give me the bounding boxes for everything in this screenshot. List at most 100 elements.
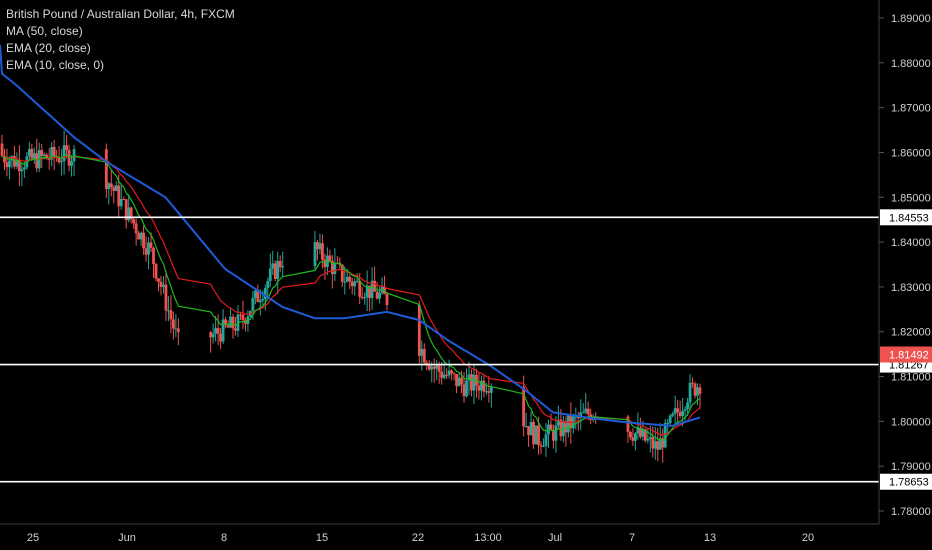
candle-body (676, 408, 680, 413)
indicator-ma50-label[interactable]: MA (50, close) (6, 24, 83, 38)
y-tick-label: 1.85000 (891, 192, 931, 204)
candle-body (524, 426, 528, 428)
candle-body (127, 207, 131, 221)
candle-body (32, 153, 36, 159)
candle-body (465, 380, 468, 397)
candle-body (30, 148, 34, 159)
current-price-label: 1.81492 (889, 349, 929, 361)
chart-title: British Pound / Australian Dollar, 4h, F… (6, 7, 235, 21)
x-tick-label: 13:00 (474, 532, 502, 544)
candle-body (318, 243, 322, 250)
candle-body (467, 374, 471, 381)
candle-body (22, 167, 26, 170)
ma50-line (0, 44, 701, 427)
candle-body (219, 333, 222, 342)
candle-body (256, 290, 260, 303)
candle-body (363, 297, 367, 299)
candle-body (462, 384, 466, 397)
candle-body (229, 316, 232, 328)
current-price-tag (880, 346, 932, 363)
candle-body (437, 365, 441, 372)
candle-body (693, 383, 697, 396)
candle-body (365, 285, 369, 298)
candle-body (549, 424, 553, 430)
candle-body (258, 300, 262, 303)
candle-body (144, 248, 148, 255)
candle-body (552, 429, 555, 441)
candle-body (60, 161, 64, 163)
candle-body (445, 374, 449, 376)
candle-body (557, 419, 560, 426)
indicator-ema10-label[interactable]: EMA (10, close, 0) (6, 58, 105, 72)
candle-body (276, 260, 280, 280)
candle-body (564, 421, 568, 433)
candle-body (691, 382, 694, 384)
candle-body (477, 385, 481, 391)
candle-body (544, 434, 548, 446)
candle-body (142, 232, 145, 249)
y-tick-label: 1.86000 (891, 147, 931, 159)
y-tick-label: 1.80000 (891, 416, 931, 428)
candle-body (375, 291, 379, 299)
candle-body (234, 328, 237, 331)
candle-body (656, 441, 660, 450)
candle-body (348, 276, 352, 282)
x-tick-label: 7 (629, 532, 635, 544)
candle-body (109, 183, 113, 188)
candle-body (422, 348, 426, 363)
candle-body (345, 276, 349, 282)
level-price-label: 1.78653 (889, 477, 929, 489)
y-tick-label: 1.78000 (891, 506, 931, 518)
indicator-lines (0, 44, 701, 442)
candle-body (216, 328, 220, 334)
candle-body (537, 425, 540, 446)
candle-body (671, 413, 675, 416)
candle-body (112, 187, 116, 191)
candle-body (0, 143, 4, 156)
level-price-tag (880, 473, 932, 490)
candle-body (643, 429, 647, 441)
candle-body (154, 264, 158, 279)
candle-body (529, 421, 533, 436)
candle-body (470, 374, 473, 391)
candle-body (139, 232, 143, 240)
y-tick-label: 1.84000 (891, 237, 931, 249)
candle-body (368, 285, 372, 299)
chart-legend: British Pound / Australian Dollar, 4h, F… (6, 6, 235, 74)
candle-body (566, 415, 570, 433)
indicator-ema20-label[interactable]: EMA (20, close) (6, 41, 91, 55)
candle-body (450, 370, 454, 374)
candle-body (134, 223, 138, 234)
candle-body (482, 380, 486, 392)
candle-body (688, 382, 692, 403)
candle-body (698, 387, 702, 394)
candle-body (629, 432, 632, 438)
candle-body (65, 145, 68, 150)
candle-body (231, 316, 235, 329)
candle-body (569, 415, 573, 429)
y-tick-label: 1.81000 (891, 372, 931, 384)
candle-body (263, 288, 267, 299)
candle-body (631, 437, 635, 441)
x-tick-label: 20 (802, 532, 814, 544)
candle-body (70, 161, 73, 166)
candle-body (542, 445, 545, 447)
candle-body (17, 160, 21, 172)
candle-body (226, 325, 230, 328)
x-tick-label: 15 (316, 532, 328, 544)
candle-body (653, 441, 657, 449)
candle-body (648, 437, 652, 439)
candle-body (484, 391, 488, 393)
candle-body (171, 319, 175, 329)
candle-body (246, 316, 250, 324)
horizontal-levels[interactable]: 1.84553 1.81267 1.78653 1.81492 (0, 209, 932, 490)
candle-body (169, 310, 173, 320)
candle-body (668, 415, 672, 424)
candle-body (236, 314, 240, 331)
candle-body (50, 146, 54, 160)
price-axis[interactable]: 1.78000 1.79000 1.80000 1.81000 1.82000 1.830… (879, 13, 931, 518)
time-axis[interactable]: 25 Jun 8 15 22 13:00 Jul 7 13 20 (27, 532, 814, 544)
candle-body (107, 183, 111, 189)
candle-body (147, 242, 150, 255)
